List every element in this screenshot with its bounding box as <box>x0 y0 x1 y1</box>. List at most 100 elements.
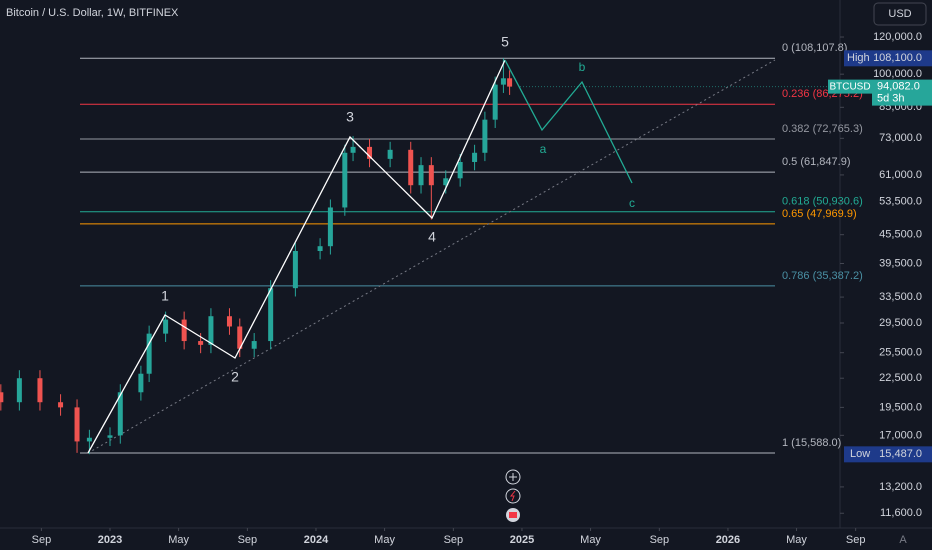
candle-body <box>457 161 463 179</box>
candle-body <box>74 407 80 442</box>
last-price-label: 94,082.0 <box>877 81 920 93</box>
x-tick-label: 2023 <box>98 534 122 546</box>
candle-body <box>163 319 169 334</box>
y-tick-label: 45,500.0 <box>879 229 922 241</box>
candle-body <box>117 392 123 436</box>
candle-body <box>327 207 333 247</box>
wave-label: a <box>540 142 547 156</box>
auto-scale-button[interactable]: A <box>899 534 907 546</box>
add-icon[interactable] <box>505 469 521 485</box>
add-icon-glyph <box>509 473 517 481</box>
y-tick-label: 100,000.0 <box>873 68 922 80</box>
alert-icon-glyph <box>509 490 516 502</box>
wave-label: 3 <box>346 109 354 125</box>
y-tick-label: 73,000.0 <box>879 132 922 144</box>
candle-body <box>428 165 434 186</box>
x-tick-label: Sep <box>238 534 258 546</box>
candle-body <box>226 316 232 327</box>
fib-label: 0.618 (50,930.6) <box>782 196 863 208</box>
wave-label: c <box>629 196 635 210</box>
candle-body <box>16 378 22 403</box>
events-icon-glyph <box>509 512 517 518</box>
fib-label: 0 (108,107.8) <box>782 42 847 54</box>
x-tick-label: 2025 <box>510 534 534 546</box>
candle-body <box>208 316 214 345</box>
y-tick-label: 19,500.0 <box>879 401 922 413</box>
fib-label: 0.5 (61,847.9) <box>782 156 851 168</box>
candle-body <box>251 341 257 349</box>
candle-body <box>237 326 243 349</box>
y-tick-label: 29,500.0 <box>879 317 922 329</box>
x-tick-label: May <box>168 534 189 546</box>
wave-label: 4 <box>428 229 436 245</box>
y-tick-label: 22,500.0 <box>879 372 922 384</box>
wave-label: 1 <box>161 288 169 304</box>
candle-body <box>443 178 449 186</box>
candle-body <box>138 373 144 393</box>
candle-body <box>58 402 64 408</box>
price-badges: High 108,100.0 Low 15,487.0 BTCUSD 94,082.05d… <box>520 50 932 463</box>
impulse-wave <box>87 59 506 454</box>
wave-label: b <box>579 60 586 74</box>
x-tick-label: Sep <box>444 534 464 546</box>
wave-label: 2 <box>231 369 239 385</box>
candle-body <box>107 435 113 438</box>
high-value: 108,100.0 <box>873 52 922 64</box>
candle-body <box>181 319 187 342</box>
fib-label: 0.786 (35,387.2) <box>782 270 863 282</box>
candle-body <box>482 119 488 153</box>
fib-label: 1 (15,588.0) <box>782 437 841 449</box>
low-name: Low <box>850 448 870 460</box>
candle-body <box>268 288 274 342</box>
currency-label[interactable]: USD <box>888 8 911 20</box>
high-name: High <box>847 52 870 64</box>
x-tick-label: 2024 <box>304 534 329 546</box>
candle-body <box>507 78 513 87</box>
candle-body <box>500 78 506 85</box>
candle-body <box>408 149 414 186</box>
y-tick-label: 53,500.0 <box>879 196 922 208</box>
corrective-wave <box>504 59 633 184</box>
fib-label: 0.382 (72,765.3) <box>782 123 863 135</box>
candle-body <box>86 437 92 442</box>
candle-body <box>350 146 356 153</box>
x-tick-label: Sep <box>846 534 866 546</box>
candle-body <box>0 392 4 403</box>
y-tick-label: 39,500.0 <box>879 257 922 269</box>
y-tick-label: 13,200.0 <box>879 481 922 493</box>
price-axis: 120,000.0100,000.085,000.073,000.061,000… <box>32 31 922 546</box>
candle-body <box>387 149 393 159</box>
candle-body <box>317 246 323 251</box>
symbol-label: BTCUSD <box>829 81 870 92</box>
y-tick-label: 25,500.0 <box>879 347 922 359</box>
wave-label: 5 <box>501 34 509 50</box>
y-tick-label: 120,000.0 <box>873 31 922 43</box>
candle-body <box>418 165 424 186</box>
x-tick-label: 2026 <box>716 534 740 546</box>
x-tick-label: Sep <box>650 534 670 546</box>
y-tick-label: 11,600.0 <box>880 507 922 519</box>
candle-body <box>472 152 478 162</box>
candle-body <box>146 333 152 374</box>
low-value: 15,487.0 <box>879 448 922 460</box>
symbol-badge <box>828 79 872 94</box>
y-tick-label: 33,500.0 <box>879 291 922 303</box>
trend-line <box>87 59 776 454</box>
candle-body <box>492 84 498 120</box>
candle-body <box>198 341 204 345</box>
x-tick-label: Sep <box>32 534 52 546</box>
currency-button[interactable] <box>873 2 927 26</box>
chart-title: Bitcoin / U.S. Dollar, 1W, BITFINEX <box>6 7 179 19</box>
y-tick-label: 17,000.0 <box>879 429 922 441</box>
x-tick-label: May <box>786 534 807 546</box>
y-tick-label: 61,000.0 <box>879 169 922 181</box>
low-badge <box>844 446 932 463</box>
x-tick-label: May <box>580 534 601 546</box>
candle-body <box>37 378 43 403</box>
last-price-badge <box>872 79 932 106</box>
countdown: 5d 3h <box>877 93 905 105</box>
alert-icon[interactable] <box>505 488 521 504</box>
